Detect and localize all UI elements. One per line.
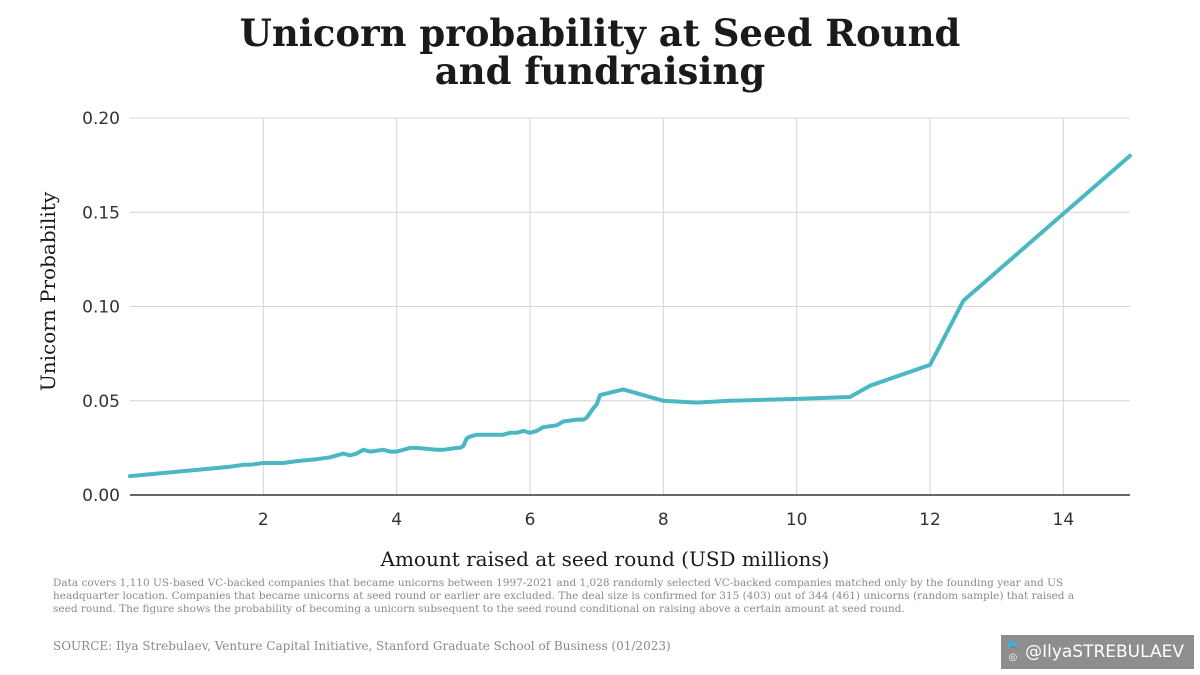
grid [130,117,1130,496]
x-tick-label: 10 [786,510,808,530]
y-tick-label: 0.15 [82,203,120,223]
y-tick-label: 0.20 [82,109,120,129]
y-tick-label: 0.05 [82,392,120,412]
y-tick-label: 0.10 [82,298,120,318]
series [128,153,1132,479]
social-icons: 🐦 ◎ [1007,640,1019,664]
x-tick-label: 12 [919,510,941,530]
x-tick-label: 4 [391,510,402,530]
series-line [128,153,1132,479]
twitter-icon: 🐦 [1006,640,1020,651]
x-tick-label: 2 [258,510,269,530]
chart-title: Unicorn probability at Seed Round and fu… [0,14,1200,90]
social-handle-badge[interactable]: 🐦 ◎ @IlyaSTREBULAEV [1000,635,1194,669]
x-tick-label: 14 [1053,510,1075,530]
x-axis-ticks: 2 4 6 8 10 12 14 [258,510,1074,530]
x-axis-label: Amount raised at seed round (USD million… [380,547,830,571]
y-axis-label: Unicorn Probability [36,191,60,391]
footnote: Data covers 1,110 US-based VC-backed com… [53,577,1075,615]
instagram-icon: ◎ [1008,652,1018,663]
source-note: SOURCE: Ilya Strebulaev, Venture Capital… [53,639,671,653]
chart-title-line1: Unicorn probability at Seed Round [239,11,961,55]
social-handle: @IlyaSTREBULAEV [1025,642,1184,662]
y-tick-label: 0.00 [82,486,120,506]
y-axis-ticks: 0.00 0.05 0.10 0.15 0.20 [82,109,120,506]
chart-title-line2: and fundraising [434,49,766,93]
x-tick-label: 6 [525,510,536,530]
x-tick-label: 8 [658,510,669,530]
